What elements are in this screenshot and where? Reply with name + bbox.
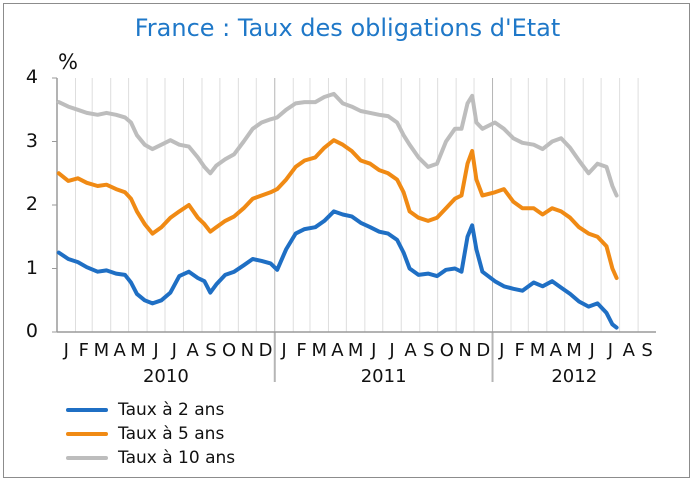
legend: Taux à 2 ans Taux à 5 ans Taux à 10 ans <box>66 398 235 470</box>
x-month-label: M <box>566 340 582 361</box>
x-month-label: M <box>130 340 146 361</box>
x-month-label: O <box>439 340 454 361</box>
x-month-label: J <box>499 340 505 361</box>
y-tick-label: 4 <box>25 66 38 88</box>
x-year-label: 2010 <box>142 366 189 387</box>
legend-swatch-5-ans <box>66 432 108 436</box>
x-month-label: F <box>296 340 307 361</box>
y-axis-unit: % <box>58 50 78 74</box>
x-month-label: M <box>347 340 364 361</box>
x-month-label: D <box>258 340 273 361</box>
legend-label-2-ans: Taux à 2 ans <box>118 400 225 420</box>
x-month-label: A <box>549 340 562 361</box>
x-month-label: J <box>389 340 395 361</box>
x-month-label: S <box>641 340 653 361</box>
x-month-label: J <box>153 340 159 361</box>
x-month-label: A <box>186 340 199 361</box>
x-month-label: M <box>529 340 546 361</box>
x-year-label: 2011 <box>360 366 407 387</box>
x-month-label: A <box>404 340 417 361</box>
legend-item-10-ans: Taux à 10 ans <box>66 446 235 470</box>
y-tick-label: 0 <box>25 320 38 342</box>
x-month-label: N <box>240 340 255 361</box>
x-month-label: N <box>458 340 472 361</box>
x-month-label: S <box>205 340 217 361</box>
series-lines <box>56 91 619 330</box>
x-month-label: A <box>331 340 344 361</box>
legend-label-5-ans: Taux à 5 ans <box>118 424 225 444</box>
chart-title: France : Taux des obligations d'Etat <box>134 14 561 42</box>
series-line-2 <box>56 91 619 198</box>
x-month-label: O <box>222 340 237 361</box>
axes <box>52 77 656 382</box>
legend-item-2-ans: Taux à 2 ans <box>66 398 235 422</box>
x-month-label: S <box>422 340 435 361</box>
x-month-label: A <box>622 340 636 361</box>
y-tick-label: 2 <box>25 193 38 215</box>
x-month-label: J <box>589 340 595 361</box>
x-month-label: J <box>171 340 177 361</box>
x-month-label: M <box>311 340 327 361</box>
grid-lines <box>74 78 639 332</box>
legend-swatch-2-ans <box>66 408 108 412</box>
legend-label-10-ans: Taux à 10 ans <box>118 448 236 468</box>
x-year-label: 2012 <box>551 366 598 387</box>
y-tick-label: 1 <box>25 256 38 279</box>
x-month-label: F <box>514 340 525 361</box>
x-month-label: J <box>371 340 377 361</box>
legend-swatch-10-ans <box>66 456 108 460</box>
x-month-label: D <box>476 340 491 361</box>
x-month-label: J <box>63 340 69 361</box>
series-line-0 <box>56 209 619 330</box>
x-month-label: J <box>281 340 287 361</box>
x-month-label: J <box>607 340 613 361</box>
y-tick-label: 3 <box>25 129 38 152</box>
legend-item-5-ans: Taux à 5 ans <box>66 422 235 446</box>
series-line-1 <box>56 138 619 280</box>
x-month-label: A <box>113 340 126 361</box>
x-month-label: F <box>78 340 90 361</box>
x-month-label: M <box>93 340 110 361</box>
